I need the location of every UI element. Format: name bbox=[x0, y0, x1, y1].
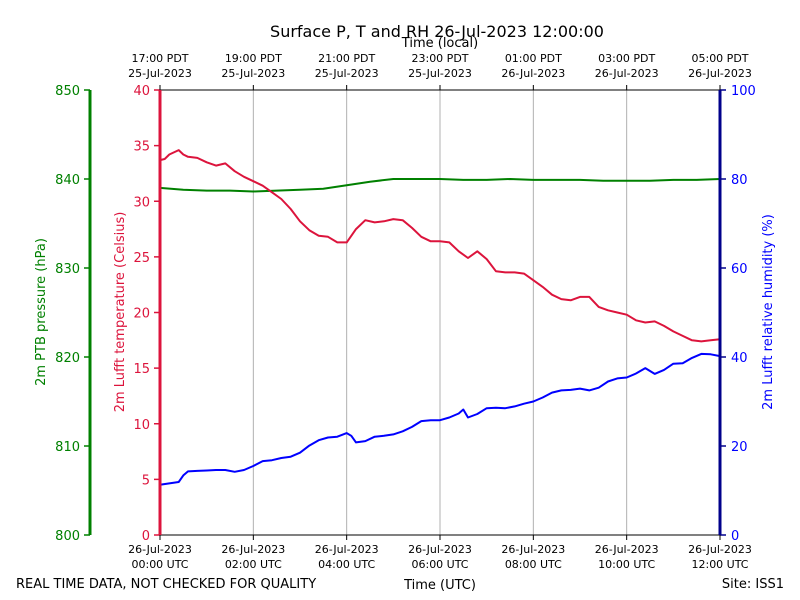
bottom-tick-date: 26-Jul-2023 bbox=[128, 543, 192, 556]
bottom-tick-time: 02:00 UTC bbox=[225, 558, 282, 571]
bottom-tick-time: 00:00 UTC bbox=[131, 558, 188, 571]
series-line-temperature bbox=[159, 149, 721, 343]
bottom-tick-date: 26-Jul-2023 bbox=[221, 543, 285, 556]
bottom-tick-time: 12:00 UTC bbox=[691, 558, 748, 571]
temperature-tick-label: 25 bbox=[133, 251, 150, 266]
top-tick-time: 17:00 PDT bbox=[131, 52, 188, 65]
temperature-axis-label: 2m Lufft temperature (Celsius) bbox=[113, 212, 128, 413]
bottom-tick-date: 26-Jul-2023 bbox=[315, 543, 379, 556]
vertical-gridlines bbox=[252, 90, 628, 535]
humidity-tick-label: 80 bbox=[731, 173, 748, 188]
pressure-tick-label: 840 bbox=[55, 173, 80, 188]
series-line-pressure bbox=[159, 178, 721, 193]
top-tick-time: 21:00 PDT bbox=[318, 52, 375, 65]
temperature-tick-label: 5 bbox=[142, 473, 150, 488]
top-tick-time: 03:00 PDT bbox=[598, 52, 655, 65]
top-tick-date: 25-Jul-2023 bbox=[221, 67, 285, 80]
humidity-tick-label: 0 bbox=[731, 529, 739, 544]
bottom-tick-date: 26-Jul-2023 bbox=[688, 543, 752, 556]
top-tick-date: 25-Jul-2023 bbox=[315, 67, 379, 80]
temperature-tick-label: 30 bbox=[133, 195, 150, 210]
top-tick-date: 25-Jul-2023 bbox=[128, 67, 192, 80]
humidity-tick-label: 20 bbox=[731, 440, 748, 455]
top-tick-date: 26-Jul-2023 bbox=[501, 67, 565, 80]
temperature-tick-label: 10 bbox=[133, 418, 150, 433]
pressure-tick-label: 800 bbox=[55, 529, 80, 544]
pressure-tick-label: 850 bbox=[55, 84, 80, 99]
pressure-tick-label: 820 bbox=[55, 351, 80, 366]
site-label: Site: ISS1 bbox=[722, 577, 784, 592]
humidity-tick-label: 100 bbox=[731, 84, 756, 99]
top-tick-time: 19:00 PDT bbox=[225, 52, 282, 65]
top-tick-date: 25-Jul-2023 bbox=[408, 67, 472, 80]
bottom-tick-date: 26-Jul-2023 bbox=[408, 543, 472, 556]
top-tick-date: 26-Jul-2023 bbox=[688, 67, 752, 80]
bottom-tick-date: 26-Jul-2023 bbox=[595, 543, 659, 556]
top-tick-time: 23:00 PDT bbox=[411, 52, 468, 65]
top-tick-time: 01:00 PDT bbox=[505, 52, 562, 65]
top-tick-time: 05:00 PDT bbox=[691, 52, 748, 65]
bottom-tick-time: 04:00 UTC bbox=[318, 558, 375, 571]
bottom-tick-date: 26-Jul-2023 bbox=[501, 543, 565, 556]
bottom-time-ticks: 26-Jul-2023 00:00 UTC 26-Jul-2023 02:00 UTC… bbox=[128, 535, 752, 571]
series-layer bbox=[159, 149, 721, 486]
humidity-tick-label: 40 bbox=[731, 351, 748, 366]
bottom-axis-label: Time (UTC) bbox=[403, 578, 476, 593]
humidity-tick-label: 60 bbox=[731, 262, 748, 277]
bottom-tick-time: 06:00 UTC bbox=[411, 558, 468, 571]
temperature-tick-label: 35 bbox=[133, 140, 150, 155]
pressure-axis-ticks: 800 810 820 830 840 850 bbox=[55, 84, 90, 544]
quality-disclaimer: REAL TIME DATA, NOT CHECKED FOR QUALITY bbox=[16, 577, 316, 592]
bottom-tick-time: 10:00 UTC bbox=[598, 558, 655, 571]
temperature-tick-label: 20 bbox=[133, 307, 150, 322]
humidity-axis-label: 2m Lufft relative humidity (%) bbox=[761, 214, 776, 410]
humidity-axis-ticks: 0 20 40 60 80 100 bbox=[720, 84, 756, 544]
pressure-tick-label: 830 bbox=[55, 262, 80, 277]
top-tick-date: 26-Jul-2023 bbox=[595, 67, 659, 80]
series-line-humidity bbox=[159, 352, 721, 486]
pressure-axis-label: 2m PTB pressure (hPa) bbox=[34, 238, 49, 386]
temperature-tick-label: 15 bbox=[133, 362, 150, 377]
top-axis-label: Time (local) bbox=[401, 36, 478, 51]
chart-title: Surface P, T and RH 26-Jul-2023 12:00:00 bbox=[270, 22, 604, 41]
bottom-tick-time: 08:00 UTC bbox=[505, 558, 562, 571]
top-time-ticks: 17:00 PDT 25-Jul-2023 19:00 PDT 25-Jul-2023… bbox=[128, 52, 752, 90]
temperature-tick-label: 40 bbox=[133, 84, 150, 99]
pressure-tick-label: 810 bbox=[55, 440, 80, 455]
temperature-tick-label: 0 bbox=[142, 529, 150, 544]
temperature-axis-ticks: 0 5 10 15 20 25 30 35 40 bbox=[133, 84, 160, 544]
